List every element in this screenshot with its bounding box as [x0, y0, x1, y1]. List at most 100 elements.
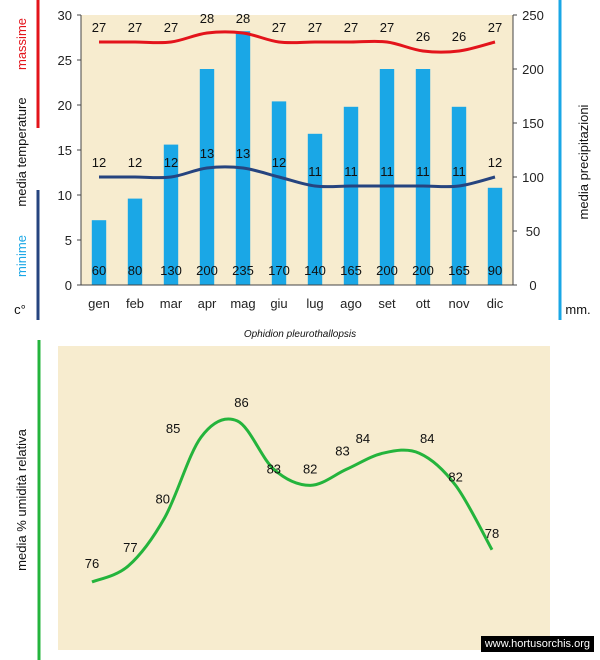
precip-label-ott: 200 [412, 263, 434, 278]
watermark: www.hortusorchis.org [480, 636, 594, 652]
min-temp-label-lug: 11 [308, 164, 322, 179]
min-temp-label-mag: 13 [236, 146, 250, 161]
humidity-label-2: 80 [155, 492, 169, 507]
temperature-axis-title: media temperature [14, 97, 29, 206]
x-tick-label-giu: giu [270, 296, 287, 311]
precip-label-lug: 140 [304, 263, 326, 278]
x-tick-label-dic: dic [487, 296, 504, 311]
x-tick-label-set: set [378, 296, 396, 311]
plot-area [81, 15, 513, 285]
min-temp-line [98, 165, 496, 189]
humidity-label-10: 82 [448, 469, 462, 484]
precip-bar-feb [127, 198, 143, 285]
max-temp-label-apr: 28 [200, 11, 214, 26]
right-tick-label: 150 [522, 116, 544, 131]
right-tick-label: 100 [522, 170, 544, 185]
precip-bar-ott [415, 69, 431, 285]
humidity-label-7: 83 [335, 443, 349, 458]
right-tick-label: 0 [529, 278, 536, 293]
max-temp-label-set: 27 [380, 20, 394, 35]
x-tick-label-mag: mag [230, 296, 255, 311]
min-temp-label-ott: 11 [416, 164, 430, 179]
precip-bar-lug [307, 133, 323, 285]
x-tick-label-nov: nov [449, 296, 470, 311]
precip-label-ago: 165 [340, 263, 362, 278]
max-temp-label-lug: 27 [308, 20, 322, 35]
humidity-label-0: 76 [85, 556, 99, 571]
max-temp-label-dic: 27 [488, 20, 502, 35]
precip-label-set: 200 [376, 263, 398, 278]
humidity-label-6: 82 [303, 461, 317, 476]
max-temp-label-giu: 27 [272, 20, 286, 35]
x-tick-label-ago: ago [340, 296, 362, 311]
x-tick-label-apr: apr [198, 296, 217, 311]
left-tick-label: 5 [65, 233, 72, 248]
max-temp-axis-title: massime [14, 18, 29, 70]
max-temp-label-gen: 27 [92, 20, 106, 35]
min-temp-label-set: 11 [380, 164, 394, 179]
x-tick-label-feb: feb [126, 296, 144, 311]
precip-label-mag: 235 [232, 263, 254, 278]
precip-unit: mm. [565, 302, 590, 317]
humidity-plot-area [58, 346, 550, 650]
max-temp-label-feb: 27 [128, 20, 142, 35]
precip-bar-gen [91, 220, 107, 285]
x-tick-label-mar: mar [160, 296, 183, 311]
precip-bar-dic [487, 187, 503, 285]
min-temp-label-nov: 11 [452, 164, 466, 179]
humidity-label-3: 85 [166, 421, 180, 436]
left-tick-label: 15 [58, 143, 72, 158]
humidity-line [91, 417, 494, 584]
min-temp-label-apr: 13 [200, 146, 214, 161]
humidity-label-4: 86 [234, 395, 248, 410]
left-tick-label: 0 [65, 278, 72, 293]
precip-bar-mar [163, 144, 179, 285]
min-temp-label-feb: 12 [128, 155, 142, 170]
precip-bar-giu [271, 101, 287, 286]
min-temp-label-dic: 12 [488, 155, 502, 170]
precip-label-giu: 170 [268, 263, 290, 278]
min-temp-label-mar: 12 [164, 155, 178, 170]
temperature-unit: c° [14, 302, 26, 317]
max-temp-label-ott: 26 [416, 29, 430, 44]
min-temp-label-gen: 12 [92, 155, 106, 170]
humidity-axis-title: media % umidità relativa [14, 428, 29, 570]
left-tick-label: 25 [58, 53, 72, 68]
max-temp-label-ago: 27 [344, 20, 358, 35]
right-tick-label: 200 [522, 62, 544, 77]
max-temp-label-mar: 27 [164, 20, 178, 35]
max-temp-line [99, 30, 496, 54]
left-tick-label: 20 [58, 98, 72, 113]
precip-axis-title: media precipitazioni [576, 104, 591, 219]
min-temp-label-ago: 11 [344, 164, 358, 179]
precip-bar-set [379, 69, 395, 285]
min-temp-label-giu: 12 [272, 155, 286, 170]
min-temp-axis-title: minime [14, 235, 29, 277]
humidity-label-9: 84 [420, 431, 434, 446]
max-temp-label-nov: 26 [452, 29, 466, 44]
right-tick-label: 250 [522, 8, 544, 23]
left-tick-label: 10 [58, 188, 72, 203]
humidity-label-5: 83 [267, 461, 281, 476]
precip-label-mar: 130 [160, 263, 182, 278]
precip-label-feb: 80 [128, 263, 142, 278]
precip-label-apr: 200 [196, 263, 218, 278]
humidity-label-11: 78 [485, 526, 499, 541]
precip-label-dic: 90 [488, 263, 502, 278]
left-tick-label: 30 [58, 8, 72, 23]
precip-bar-ago [343, 106, 359, 285]
x-tick-label-lug: lug [306, 296, 323, 311]
humidity-label-1: 77 [123, 540, 137, 555]
precip-label-gen: 60 [92, 263, 106, 278]
x-tick-label-gen: gen [88, 296, 110, 311]
precip-bar-apr [199, 69, 215, 285]
right-tick-label: 50 [526, 224, 540, 239]
precip-label-nov: 165 [448, 263, 470, 278]
precip-bar-mag [235, 31, 251, 286]
chart-title: Ophidion pleurothallopsis [244, 329, 356, 340]
x-tick-label-ott: ott [416, 296, 431, 311]
max-temp-label-mag: 28 [236, 11, 250, 26]
